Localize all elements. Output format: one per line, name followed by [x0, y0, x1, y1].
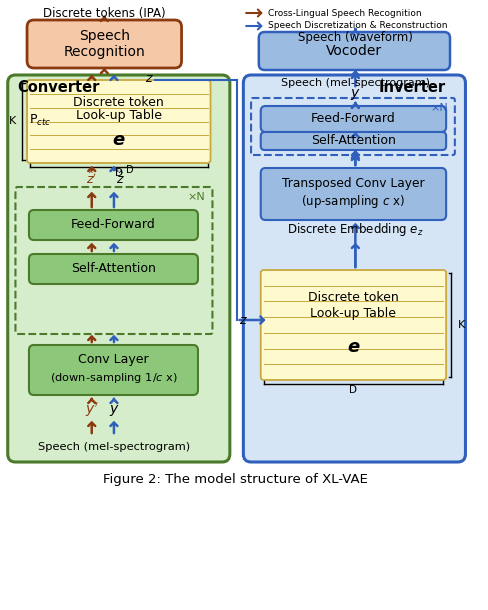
FancyBboxPatch shape — [261, 270, 446, 380]
Text: ×N: ×N — [430, 103, 448, 113]
Text: Converter: Converter — [17, 81, 99, 96]
Text: Speech (mel-spectrogram): Speech (mel-spectrogram) — [281, 78, 430, 88]
FancyBboxPatch shape — [29, 345, 198, 395]
Text: Look-up Table: Look-up Table — [310, 307, 396, 320]
Text: Transposed Conv Layer: Transposed Conv Layer — [282, 178, 425, 190]
Text: ×N: ×N — [188, 192, 205, 202]
FancyBboxPatch shape — [8, 75, 230, 462]
FancyBboxPatch shape — [29, 254, 198, 284]
Text: Speech: Speech — [79, 29, 130, 43]
Text: Speech Discretization & Reconstruction: Speech Discretization & Reconstruction — [268, 21, 448, 30]
Text: Discrete tokens (IPA): Discrete tokens (IPA) — [43, 7, 165, 20]
Text: (down-sampling $1/c$ x): (down-sampling $1/c$ x) — [49, 371, 178, 385]
Text: Discrete token: Discrete token — [73, 96, 164, 109]
FancyBboxPatch shape — [244, 75, 466, 462]
Text: Discrete Embedding $e_z$: Discrete Embedding $e_z$ — [287, 221, 424, 239]
FancyBboxPatch shape — [261, 168, 446, 220]
Text: Recognition: Recognition — [63, 45, 145, 59]
Text: Speech (waveform): Speech (waveform) — [298, 32, 413, 45]
Text: Cross-Lingual Speech Recognition: Cross-Lingual Speech Recognition — [268, 9, 422, 18]
Text: Discrete token: Discrete token — [308, 291, 399, 304]
Text: $\hat{z}$: $\hat{z}$ — [116, 171, 125, 187]
Text: (up-sampling $c$ x): (up-sampling $c$ x) — [302, 193, 406, 210]
Text: D: D — [125, 165, 133, 175]
Text: Feed-Forward: Feed-Forward — [311, 112, 396, 126]
Text: $y$: $y$ — [350, 87, 361, 102]
Text: $\boldsymbol{e}$: $\boldsymbol{e}$ — [346, 338, 360, 356]
FancyBboxPatch shape — [261, 132, 446, 150]
Text: $z$: $z$ — [145, 73, 154, 85]
Text: $z$: $z$ — [239, 314, 247, 326]
Text: Look-up Table: Look-up Table — [76, 109, 162, 122]
Text: Vocoder: Vocoder — [326, 44, 383, 58]
Text: $\mathrm{P}_{ctc}$: $\mathrm{P}_{ctc}$ — [29, 112, 52, 127]
Text: Feed-Forward: Feed-Forward — [71, 218, 156, 232]
Text: $y$: $y$ — [109, 403, 119, 417]
Text: Self-Attention: Self-Attention — [311, 134, 396, 148]
Text: D: D — [349, 385, 357, 395]
Text: $y'$: $y'$ — [85, 401, 99, 419]
Text: $\boldsymbol{e}$: $\boldsymbol{e}$ — [112, 131, 125, 149]
Text: D: D — [115, 168, 123, 178]
Text: Inverter: Inverter — [379, 81, 446, 96]
Text: K: K — [9, 117, 17, 126]
Text: Figure 2: The model structure of XL-VAE: Figure 2: The model structure of XL-VAE — [103, 473, 368, 487]
Text: Conv Layer: Conv Layer — [78, 354, 149, 367]
FancyBboxPatch shape — [29, 210, 198, 240]
FancyBboxPatch shape — [259, 32, 450, 70]
Text: Self-Attention: Self-Attention — [71, 262, 156, 276]
Text: K: K — [458, 320, 465, 330]
FancyBboxPatch shape — [27, 20, 182, 68]
FancyBboxPatch shape — [261, 106, 446, 132]
Text: $\hat{z}'$: $\hat{z}'$ — [86, 171, 97, 187]
FancyBboxPatch shape — [27, 80, 210, 163]
Text: Speech (mel-spectrogram): Speech (mel-spectrogram) — [38, 442, 190, 452]
